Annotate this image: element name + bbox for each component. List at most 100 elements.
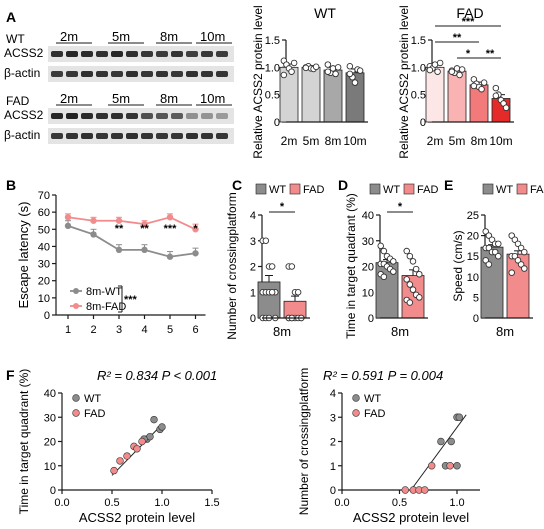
data-point — [416, 294, 423, 301]
data-point — [448, 68, 456, 75]
scatter-point — [133, 445, 141, 453]
series-point — [166, 253, 174, 260]
legend-marker — [72, 394, 80, 402]
x-tick-label: 0.0 — [334, 497, 349, 509]
scatter-point — [437, 437, 445, 446]
y-tick-label: 10 — [362, 287, 374, 299]
data-point — [403, 276, 410, 283]
blot-band — [156, 71, 168, 77]
x-tick-label: 5m — [449, 134, 466, 148]
y-tick-label: 10 — [467, 272, 479, 284]
y-tick-label: 2 — [330, 437, 336, 449]
blot-row-label: β-actin — [4, 128, 40, 142]
blot-band — [216, 113, 228, 119]
significance-label: * — [193, 223, 198, 235]
blot-timepoint-label: 5m — [112, 29, 130, 44]
y-tick-label: 0 — [274, 117, 280, 129]
y-axis-label: Relative ACSS2 protein level — [251, 5, 265, 158]
y-tick-label: 4 — [250, 210, 256, 222]
panel-letter-f: F — [6, 367, 15, 383]
x-tick-label: 0.5 — [104, 497, 119, 509]
legend-swatch — [482, 183, 494, 195]
y-tick-label: 1.5 — [411, 35, 426, 47]
series-point — [141, 246, 148, 254]
panel-letter-b: B — [6, 177, 16, 193]
y-tick-label: 15 — [467, 251, 479, 263]
data-point — [434, 68, 441, 75]
y-tick-label: 40 — [38, 241, 50, 253]
blot-band — [81, 51, 93, 57]
data-point — [458, 66, 466, 73]
x-tick-label: 1.0 — [154, 497, 169, 509]
blot-timepoint-label: 10m — [200, 91, 225, 106]
y-axis-label: Time in target quadrant (%) — [17, 369, 31, 515]
data-point — [406, 281, 414, 288]
blot-band — [126, 71, 138, 77]
legend-label: FAD — [84, 408, 105, 420]
legend-swatch — [403, 183, 415, 195]
panel-letter-c: C — [232, 177, 242, 193]
blot-band — [126, 133, 138, 139]
scatter-point — [401, 486, 409, 494]
scatter-point — [455, 413, 463, 421]
data-point — [262, 237, 270, 244]
blot-timepoint-label: 10m — [200, 29, 225, 44]
blot-band — [51, 51, 63, 57]
data-point — [390, 258, 397, 265]
y-tick-label: 0 — [420, 117, 426, 129]
data-point — [492, 84, 500, 92]
legend-marker — [352, 409, 360, 417]
blot-band — [171, 71, 183, 77]
blot-band — [186, 113, 198, 119]
legend-label: WT — [364, 393, 381, 405]
blot-row-label: ACSS2 — [4, 108, 44, 122]
legend-label: WT — [269, 184, 286, 196]
scatter-point — [421, 486, 429, 494]
blot-band — [111, 51, 123, 57]
y-tick-label: 2 — [250, 262, 256, 274]
y-tick-label: 30 — [38, 259, 50, 271]
significance-label: ** — [115, 223, 124, 235]
blot-band — [66, 113, 78, 119]
data-point — [470, 82, 478, 90]
series-point — [115, 246, 123, 254]
scatter-point — [447, 437, 455, 446]
x-tick-label: 2m — [281, 134, 298, 148]
data-point — [492, 92, 500, 100]
legend-label: WT — [496, 184, 513, 196]
data-point — [312, 63, 320, 71]
y-tick-label: 1 — [250, 287, 256, 299]
blot-band — [141, 71, 153, 77]
blot-band — [111, 71, 123, 77]
chart-title: FAD — [456, 5, 483, 21]
panel-letter-a: A — [6, 9, 16, 25]
x-axis-label: 8m — [496, 324, 514, 339]
y-axis-label: Escape latency (s) — [16, 202, 31, 309]
y-tick-label: 5 — [473, 292, 479, 304]
blot-band — [126, 51, 138, 57]
data-point — [390, 268, 397, 275]
y-tick-label: 30 — [362, 236, 374, 248]
data-point — [280, 71, 288, 79]
data-point — [416, 270, 423, 278]
x-tick-label: 0.0 — [54, 497, 69, 509]
series-point — [192, 226, 199, 233]
series-point — [166, 214, 174, 221]
blot-timepoint-label: 2m — [60, 91, 78, 106]
blot-band — [81, 71, 93, 77]
significance-label: ** — [453, 32, 462, 44]
blot-band — [186, 133, 198, 139]
y-tick-label: 0 — [44, 310, 50, 322]
blot-band — [111, 113, 123, 119]
series-point — [90, 231, 97, 238]
data-point — [380, 273, 388, 281]
y-tick-label: 4 — [330, 388, 336, 400]
legend-label: 8m-FAD — [86, 301, 126, 313]
data-point — [478, 85, 485, 93]
y-tick-label: 1.5 — [265, 35, 280, 47]
data-point — [294, 289, 302, 296]
x-tick-label: 1 — [65, 324, 71, 336]
data-point — [426, 66, 434, 74]
blot-band — [156, 51, 168, 57]
series-line — [67, 225, 196, 258]
